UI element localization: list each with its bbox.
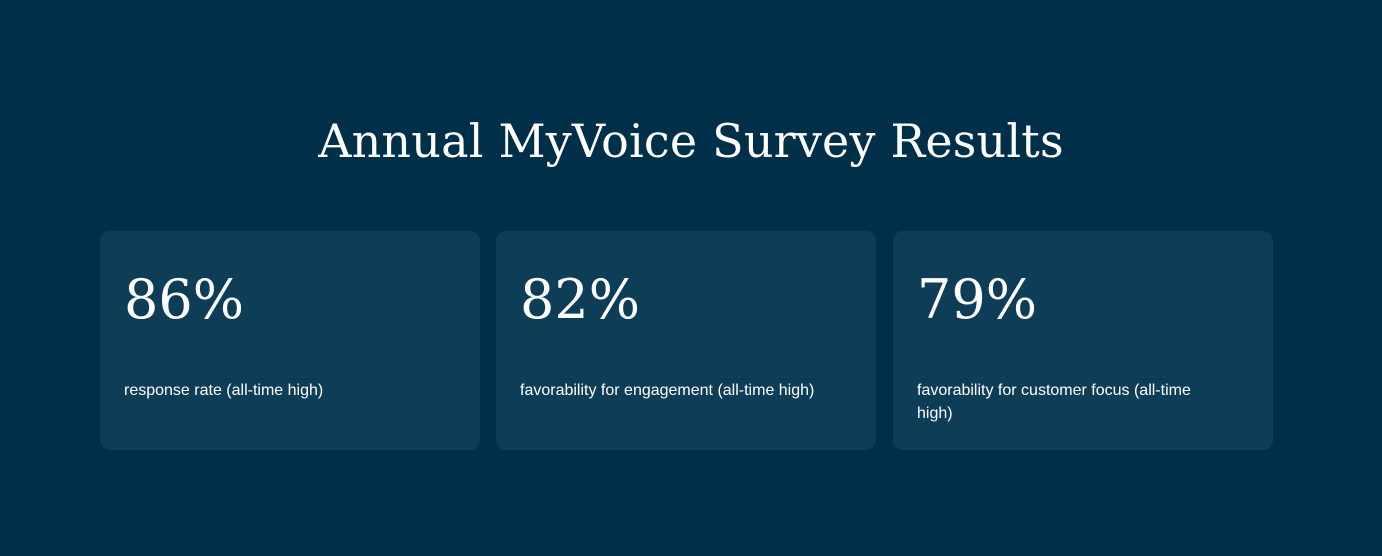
stat-label: favorability for engagement (all-time hi… xyxy=(520,382,815,399)
page-title: Annual MyVoice Survey Results xyxy=(318,114,1064,168)
stat-value: 79% xyxy=(917,268,1038,331)
stat-label: favorability for customer focus (all-tim… xyxy=(917,382,1191,422)
stat-card-customer-focus: 79% favorability for customer focus (all… xyxy=(893,231,1273,450)
stat-card-response-rate: 86% response rate (all-time high) xyxy=(100,231,480,450)
stats-cards: 86% response rate (all-time high) 82% fa… xyxy=(100,231,1273,450)
stat-value: 82% xyxy=(520,268,641,331)
stat-card-engagement: 82% favorability for engagement (all-tim… xyxy=(496,231,876,450)
stat-label: response rate (all-time high) xyxy=(124,382,324,399)
stat-value: 86% xyxy=(124,268,245,331)
